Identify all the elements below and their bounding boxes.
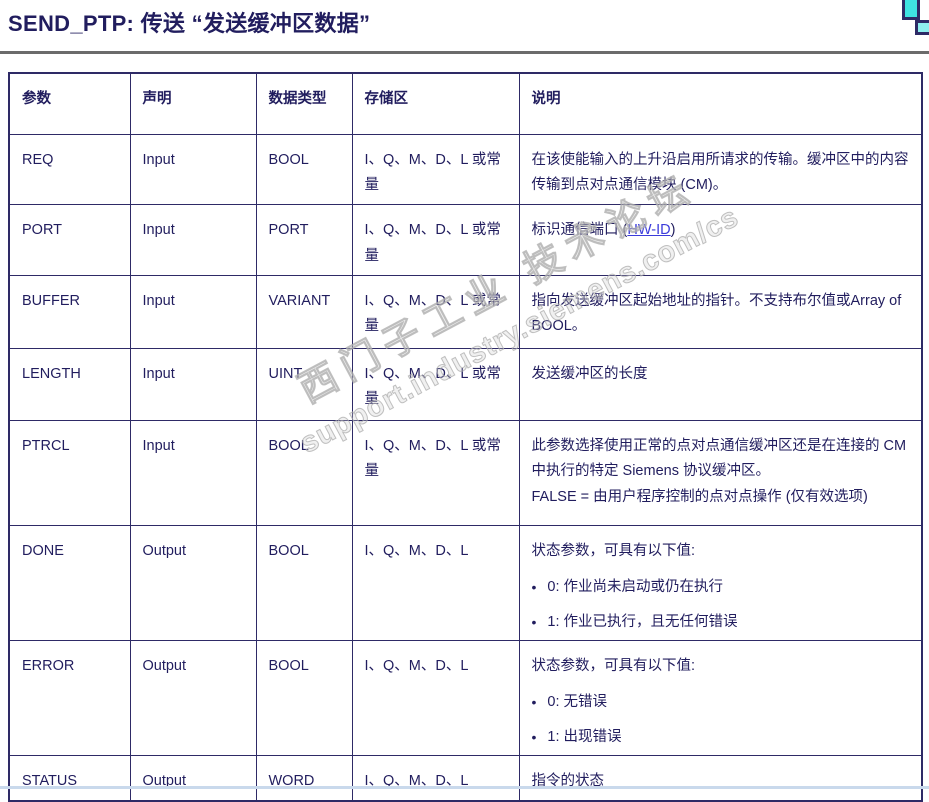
description-text: 指令的状态	[531, 772, 605, 789]
cell-declaration: Output	[129, 525, 257, 641]
cell-param: STATUS	[8, 754, 131, 802]
cell-data-type: BOOL	[255, 525, 353, 641]
bullet-item: • 0: 作业尚未启动或仍在执行	[532, 577, 910, 599]
cell-data-type: BOOL	[255, 639, 353, 756]
table-row-error: ERROR Output BOOL I、Q、M、D、L 状态参数，可具有以下值:…	[8, 639, 923, 756]
cell-memory-area: I、Q、M、D、L 或常量	[351, 204, 520, 276]
cell-description: 指令的状态	[518, 754, 923, 802]
description-text-2: FALSE = 由用户程序控制的点对点操作 (仅有效选项)	[531, 488, 868, 505]
cell-memory-area: I、Q、M、D、L 或常量	[351, 420, 520, 526]
cell-declaration: Output	[129, 639, 257, 756]
header-param: 参数	[8, 72, 131, 135]
cell-memory-area: I、Q、M、D、L 或常量	[351, 348, 520, 421]
table-row-ptrcl: PTRCL Input BOOL I、Q、M、D、L 或常量 此参数选择使用正常…	[8, 420, 923, 526]
page-title: SEND_PTP: 传送 “发送缓冲区数据”	[8, 11, 371, 36]
description-text: 在该使能输入的上升沿启用所请求的传输。缓冲区中的内容传输到点对点通信模块 (CM…	[531, 151, 909, 193]
description-text: 此参数选择使用正常的点对点通信缓冲区还是在连接的 CM 中执行的特定 Sieme…	[531, 438, 907, 480]
table-header-row: 参数 声明 数据类型 存储区 说明	[8, 72, 923, 135]
cell-declaration: Output	[129, 754, 257, 802]
table-row-done: DONE Output BOOL I、Q、M、D、L 状态参数，可具有以下值: …	[8, 525, 923, 641]
cell-param: REQ	[8, 133, 131, 206]
table-row-port: PORT Input PORT I、Q、M、D、L 或常量 标识通信端口 (HW…	[8, 204, 923, 276]
cell-param: PTRCL	[8, 420, 131, 526]
cell-param: ERROR	[8, 639, 131, 756]
cell-data-type: BOOL	[255, 133, 353, 206]
title-divider	[0, 51, 929, 54]
description-prefix: 标识通信端口 (	[531, 222, 628, 239]
bullet-item: • 1: 作业已执行，且无任何错误	[532, 612, 910, 634]
cell-declaration: Input	[129, 275, 257, 349]
cell-description: 状态参数，可具有以下值: • 0: 无错误 • 1: 出现错误	[518, 639, 923, 756]
description-text: 标识通信端口 (HW-ID)	[532, 218, 910, 243]
cell-description: 标识通信端口 (HW-ID)	[518, 204, 923, 276]
header-data-type: 数据类型	[255, 72, 353, 135]
bullet-icon: •	[531, 729, 537, 745]
bullet-item: • 1: 出现错误	[532, 727, 910, 749]
cell-data-type: BOOL	[255, 420, 353, 526]
cell-description: 在该使能输入的上升沿启用所请求的传输。缓冲区中的内容传输到点对点通信模块 (CM…	[518, 133, 923, 206]
cell-description: 指向发送缓冲区起始地址的指针。不支持布尔值或Array of BOOL。	[518, 275, 923, 349]
cell-param: LENGTH	[8, 348, 131, 421]
table-row-buffer: BUFFER Input VARIANT I、Q、M、D、L 或常量 指向发送缓…	[8, 275, 923, 349]
header-declaration: 声明	[129, 72, 257, 135]
cell-declaration: Input	[129, 348, 257, 421]
cell-param: BUFFER	[8, 275, 131, 349]
cell-memory-area: I、Q、M、D、L 或常量	[351, 275, 520, 349]
cell-declaration: Input	[129, 133, 257, 206]
bullet-text: 1: 作业已执行，且无任何错误	[547, 614, 738, 631]
cell-description: 状态参数，可具有以下值: • 0: 作业尚未启动或仍在执行 • 1: 作业已执行，且…	[518, 525, 923, 641]
table-row-status: STATUS Output WORD I、Q、M、D、L 指令的状态	[8, 754, 923, 802]
cell-description: 此参数选择使用正常的点对点通信缓冲区还是在连接的 CM 中执行的特定 Sieme…	[518, 420, 923, 526]
cell-memory-area: I、Q、M、D、L	[351, 639, 520, 756]
cell-description: 发送缓冲区的长度	[518, 348, 923, 421]
page-bottom-divider	[0, 786, 929, 789]
cell-data-type: UINT	[255, 348, 353, 421]
cell-data-type: VARIANT	[255, 275, 353, 349]
table-row-length: LENGTH Input UINT I、Q、M、D、L 或常量 发送缓冲区的长度	[8, 348, 923, 421]
description-text: 状态参数，可具有以下值:	[531, 543, 696, 559]
bullet-text: 0: 无错误	[547, 694, 608, 711]
bullet-icon: •	[531, 694, 537, 711]
bullet-text: 1: 出现错误	[547, 729, 622, 745]
description-text: 状态参数，可具有以下值:	[531, 657, 696, 674]
cell-param: PORT	[8, 204, 131, 276]
parameters-table: 参数 声明 数据类型 存储区 说明 REQ Input BOOL I、Q、M、D…	[8, 72, 923, 802]
header-memory-area: 存储区	[351, 72, 520, 135]
cell-data-type: WORD	[255, 754, 353, 802]
cell-memory-area: I、Q、M、D、L	[351, 754, 520, 802]
cell-declaration: Input	[129, 420, 257, 526]
table-row-req: REQ Input BOOL I、Q、M、D、L 或常量 在该使能输入的上升沿启…	[8, 133, 923, 206]
clipped-document-icon-small	[915, 20, 929, 35]
bullet-icon: •	[531, 579, 537, 596]
cell-param: DONE	[8, 525, 131, 641]
cell-memory-area: I、Q、M、D、L 或常量	[351, 133, 520, 206]
cell-declaration: Input	[129, 204, 257, 276]
description-text: 指向发送缓冲区起始地址的指针。不支持布尔值或Array of BOOL。	[531, 293, 902, 335]
clipped-document-icon	[902, 0, 920, 20]
description-suffix: )	[670, 222, 676, 239]
bullet-text: 0: 作业尚未启动或仍在执行	[547, 579, 724, 596]
bullet-item: • 0: 无错误	[532, 692, 910, 714]
bullet-icon: •	[531, 614, 537, 631]
description-text: 发送缓冲区的长度	[531, 366, 648, 382]
cell-data-type: PORT	[255, 204, 353, 276]
cell-memory-area: I、Q、M、D、L	[351, 525, 520, 641]
hw-id-link[interactable]: HW-ID	[627, 222, 671, 239]
header-description: 说明	[518, 72, 923, 135]
